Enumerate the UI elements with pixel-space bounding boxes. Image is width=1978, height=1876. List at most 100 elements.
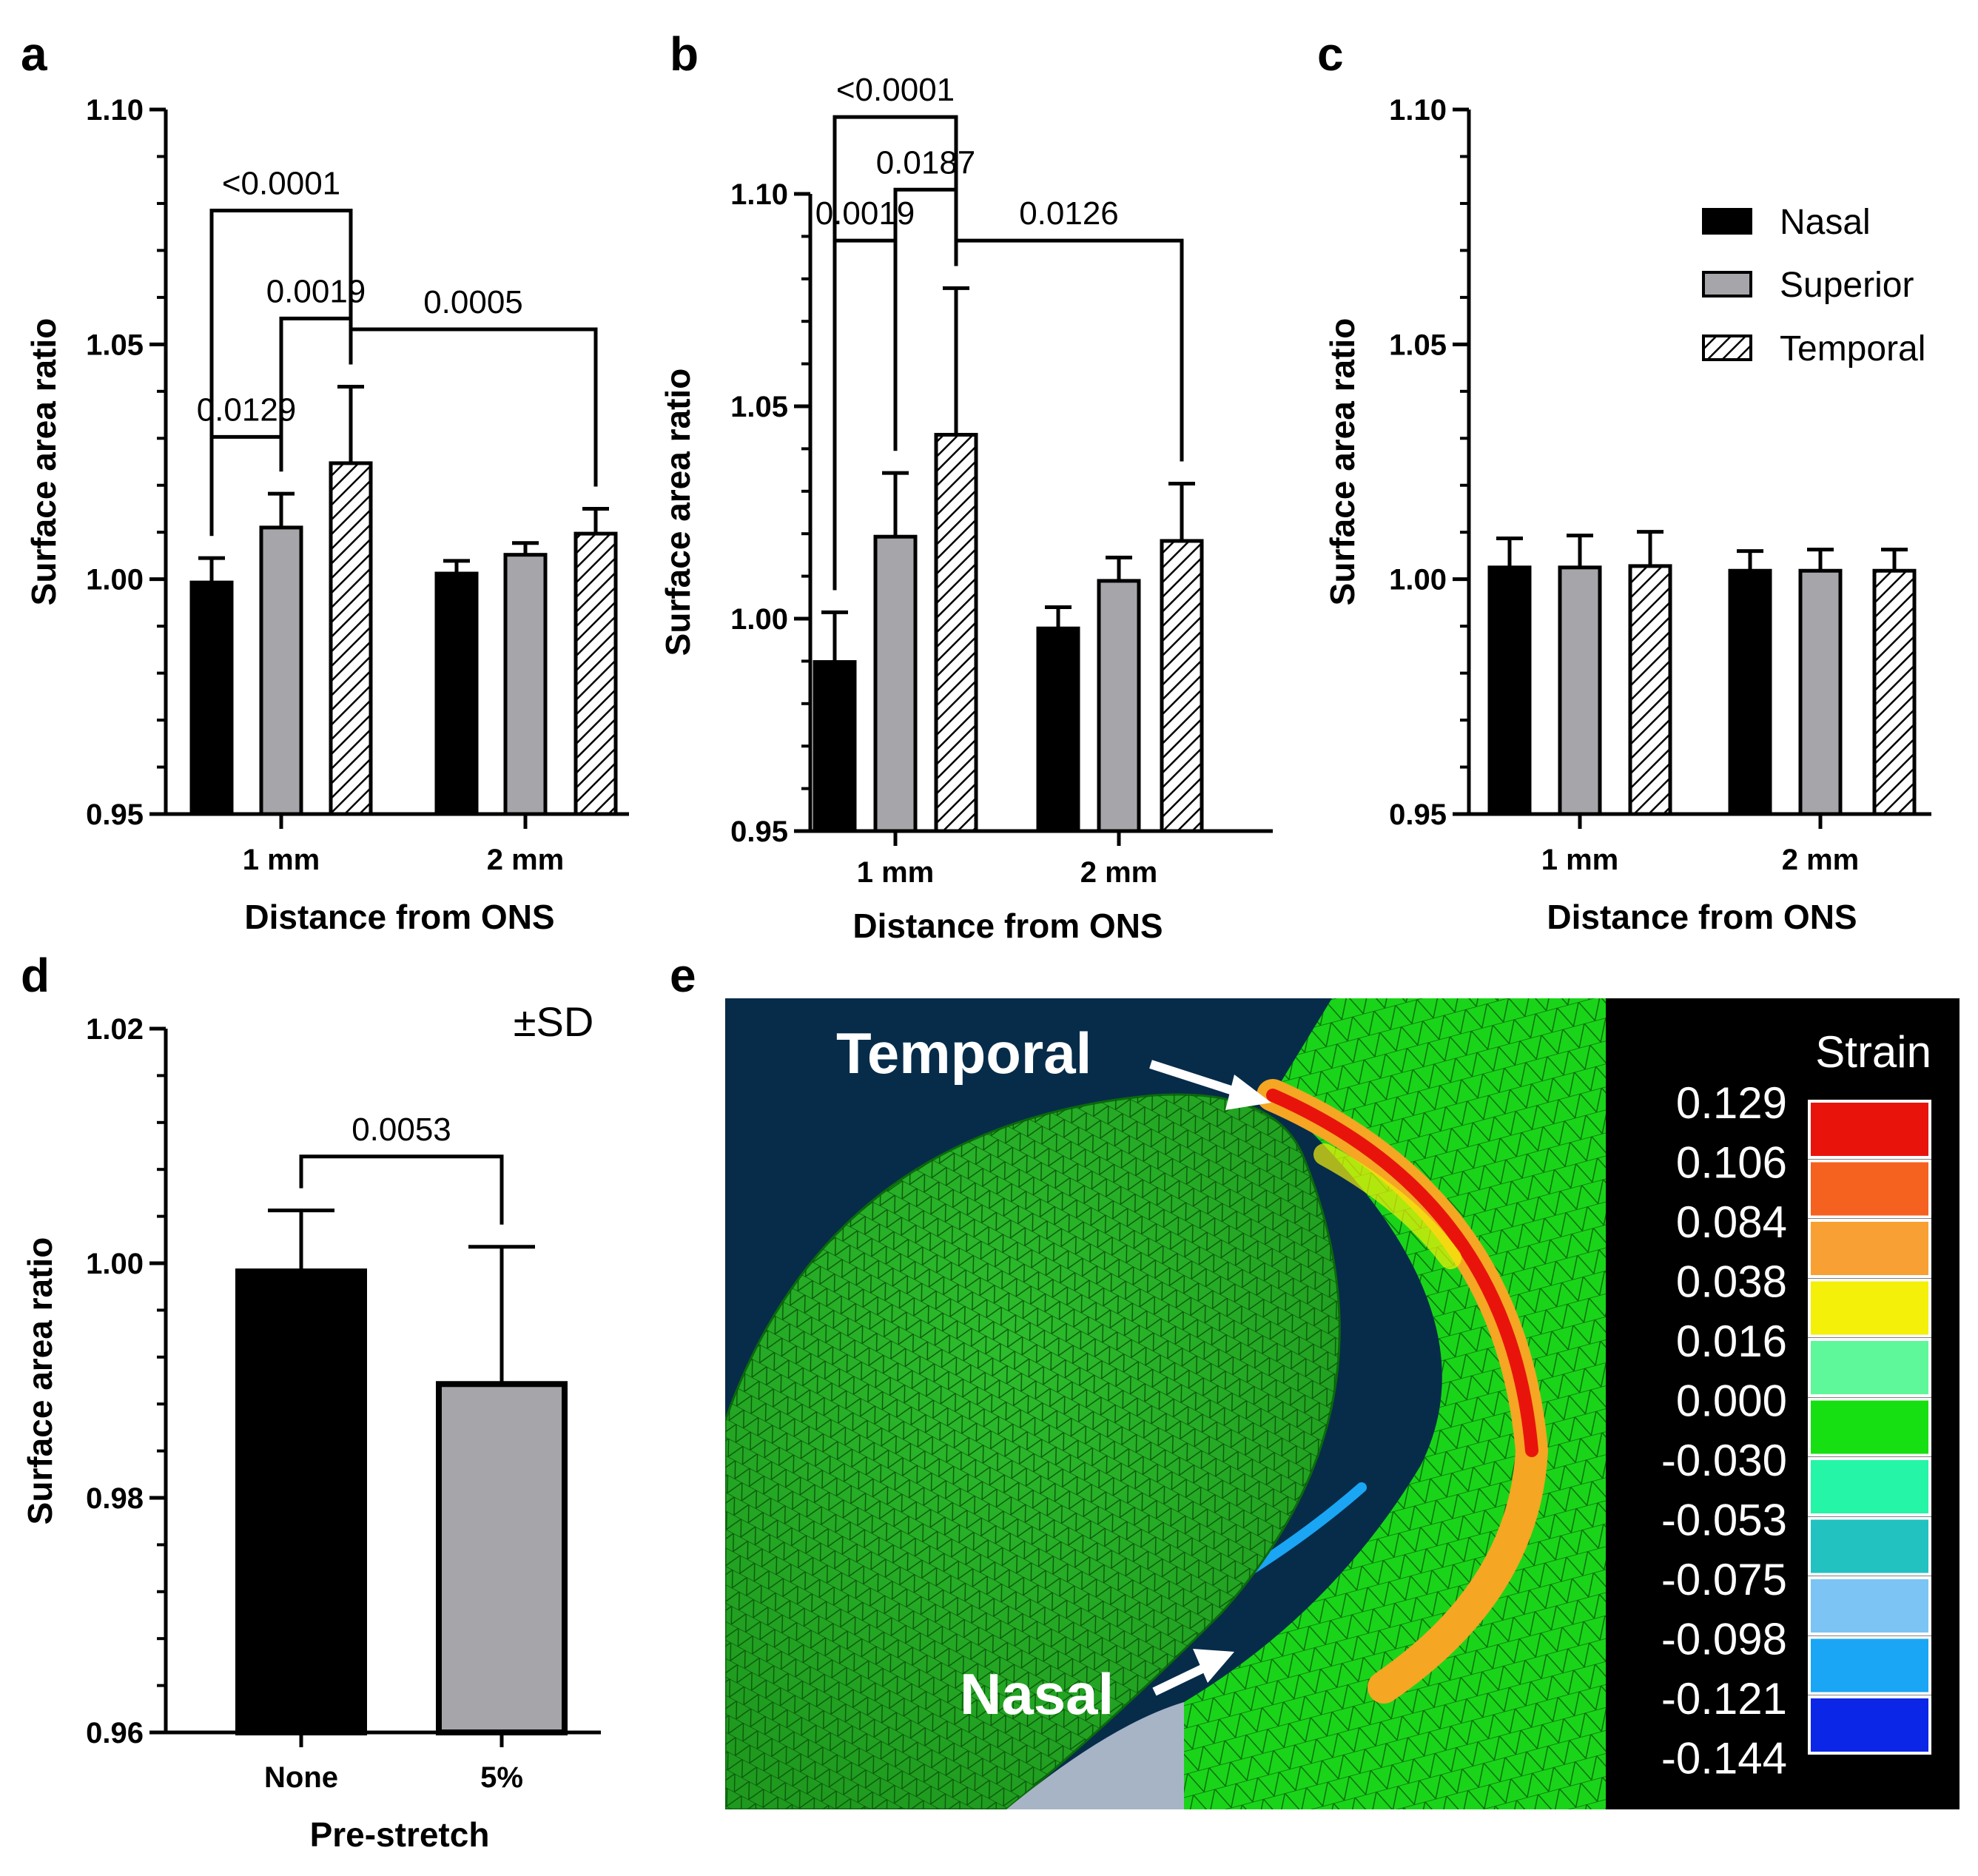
strain-legend-title: Strain: [1815, 1027, 1931, 1077]
strain-color-swatch: [1808, 1457, 1931, 1516]
strain-value-label: 0.129: [1676, 1078, 1787, 1128]
y-tick-label: 1.10: [1389, 94, 1447, 127]
bar-nasal-1mm: [1487, 565, 1532, 816]
x-tick-label-1mm: 1 mm: [857, 856, 935, 889]
bar-superior-2mm: [503, 553, 548, 816]
p-value-label: 0.0187: [876, 144, 976, 181]
strain-value-label: -0.030: [1661, 1436, 1787, 1485]
x-tick-label-2mm: 2 mm: [1080, 856, 1158, 889]
bar-temporal-2mm: [1160, 539, 1204, 833]
legend-swatch-temporal: [1702, 334, 1752, 361]
strain-value-label: 0.084: [1676, 1197, 1787, 1247]
support-base: [1006, 1702, 1184, 1809]
bar-temporal-1mm: [934, 432, 978, 833]
y-tick-label: 1.10: [730, 178, 788, 211]
bar-superior-2mm: [1798, 568, 1843, 816]
strain-color-swatch: [1808, 1397, 1931, 1457]
p-value-label: 0.0019: [266, 273, 366, 309]
strain-color-swatch: [1808, 1635, 1931, 1695]
temporal-arrowhead-icon: [1225, 1075, 1271, 1110]
legend-swatch-nasal: [1702, 208, 1752, 235]
strain-value-label: 0.016: [1676, 1317, 1787, 1366]
temporal-label: Temporal: [836, 1021, 1091, 1086]
p-value-label: <0.0001: [836, 72, 955, 108]
strain-color-swatch: [1808, 1576, 1931, 1635]
panel-label-e: e: [670, 949, 696, 1002]
bar-nasal-2mm: [1036, 626, 1080, 833]
y-axis-label: Surface area ratio: [659, 369, 697, 656]
p-value-label: <0.0001: [222, 165, 340, 201]
y-axis-label: Surface area ratio: [21, 1237, 59, 1525]
strain-value-label: -0.053: [1661, 1496, 1787, 1545]
y-tick-label: 1.05: [86, 329, 144, 361]
y-axis-label: Surface area ratio: [1323, 318, 1362, 606]
y-tick-label: 1.02: [86, 1013, 144, 1046]
strain-scale: 0.129 0.106 0.084 0.038 0.016 0.000 -0.030 -0.0…: [1661, 1078, 1931, 1783]
strain-color-swatch: [1808, 1159, 1931, 1219]
x-tick-label-2mm: 2 mm: [1782, 844, 1860, 876]
p-value-label: 0.0053: [351, 1112, 451, 1148]
y-tick-label: 0.96: [86, 1717, 144, 1749]
y-tick-label: 1.00: [86, 564, 144, 596]
bar-temporal-1mm: [329, 461, 373, 816]
y-tick-label: 0.98: [86, 1482, 144, 1515]
significance-bracket: [954, 238, 1184, 462]
significance-bracket: [209, 434, 283, 537]
bar-nasal-1mm: [189, 580, 234, 816]
bar-nasal-2mm: [1728, 568, 1772, 816]
strain-yellow-zone: [1313, 1143, 1461, 1269]
x-tick-label-2mm: 2 mm: [487, 844, 565, 876]
strain-ring-red: [1266, 1089, 1538, 1457]
bar-temporal-2mm: [573, 531, 618, 816]
y-tick-label: 0.95: [1389, 799, 1447, 831]
significance-bracket: [299, 1154, 504, 1225]
nasal-arrowhead-icon: [1193, 1649, 1234, 1683]
x-axis-label: Distance from ONS: [852, 907, 1163, 945]
bar-temporal-1mm: [1628, 564, 1672, 816]
y-axis-label: Surface area ratio: [24, 318, 63, 606]
strain-value-label: 0.106: [1676, 1138, 1787, 1188]
strain-color-swatch: [1808, 1100, 1931, 1159]
significance-bracket: [209, 208, 353, 537]
bar-superior-1mm: [873, 534, 918, 833]
nasal-label: Nasal: [960, 1661, 1114, 1727]
x-axis-label: Distance from ONS: [1547, 898, 1857, 936]
x-axis-label: Pre-stretch: [310, 1815, 490, 1854]
x-tick-label-1mm: 1 mm: [1541, 844, 1619, 876]
strain-color-swatch: [1808, 1278, 1931, 1338]
panel-label-b: b: [670, 27, 699, 81]
y-tick-label: 1.00: [730, 603, 788, 636]
y-tick-label: 0.95: [86, 799, 144, 831]
bar-temporal-2mm: [1872, 568, 1917, 816]
strain-value-label: -0.075: [1661, 1555, 1787, 1604]
chart-panel-a: 0.95 1.00 1.05 1.10 <0.0001 0.0019 0.0005 0.01…: [24, 94, 629, 936]
panel-label-a: a: [21, 27, 47, 81]
strain-value-label: -0.121: [1661, 1674, 1787, 1724]
bar-superior-2mm: [1097, 579, 1141, 833]
strain-color-swatch: [1808, 1695, 1931, 1755]
bar-none: [235, 1268, 367, 1735]
legend-label-nasal: Nasal: [1780, 203, 1871, 242]
strain-value-label: -0.098: [1661, 1615, 1787, 1664]
bar-nasal-1mm: [813, 660, 857, 833]
legend: Nasal Superior Temporal: [1702, 203, 1925, 369]
y-tick-label: 1.00: [1389, 564, 1447, 596]
legend-swatch-superior: [1702, 271, 1752, 297]
sd-annotation: ±SD: [514, 998, 594, 1045]
chart-panel-c: 0.95 1.00 1.05 1.10 Surface area ratio 1 mm…: [1323, 94, 1931, 936]
significance-bracket: [349, 327, 598, 487]
strain-value-label: 0.038: [1676, 1257, 1787, 1307]
panel-label-c: c: [1317, 27, 1344, 81]
bar-superior-1mm: [1558, 565, 1602, 816]
strain-color-swatch: [1808, 1219, 1931, 1278]
strain-value-label: -0.144: [1661, 1734, 1787, 1783]
y-tick-label: 0.95: [730, 816, 788, 848]
strain-simulation-panel: Temporal Nasal Strain 0.129 0.106 0.084 0.0…: [725, 998, 1960, 1809]
x-axis-label: Distance from ONS: [244, 898, 554, 936]
legend-label-temporal: Temporal: [1780, 329, 1925, 369]
p-value-label: 0.0019: [815, 195, 915, 232]
nasal-arrow: [1152, 1661, 1212, 1696]
panel-label-d: d: [21, 949, 50, 1002]
p-value-label: 0.0126: [1019, 195, 1119, 232]
y-tick-label: 1.05: [1389, 329, 1447, 361]
